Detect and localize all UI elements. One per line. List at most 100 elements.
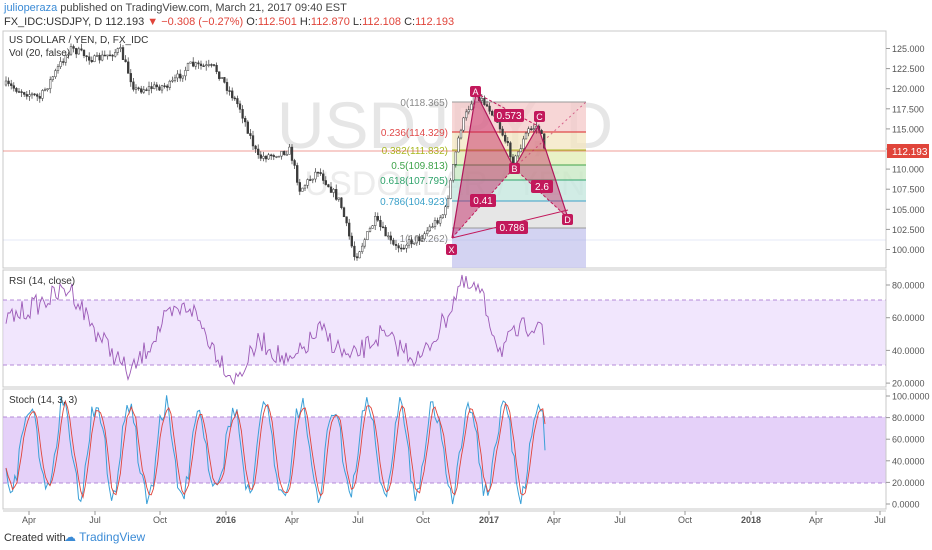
price-badge bbox=[887, 144, 929, 158]
fib-label-0236: 0.236(114.329) bbox=[381, 128, 448, 139]
rsi-indicator-label[interactable]: RSI (14, close) bbox=[9, 276, 75, 287]
candle-body bbox=[181, 75, 184, 79]
candle-body bbox=[101, 54, 104, 61]
candle-body bbox=[54, 70, 57, 78]
candle-body bbox=[449, 179, 452, 199]
candle-body bbox=[368, 228, 372, 232]
symbol-ohlc-line: FX_IDC:USDJPY, D 112.193 ▼ −0.308 (−0.27… bbox=[4, 16, 454, 29]
candle-body bbox=[519, 148, 522, 153]
point-c-badge bbox=[534, 111, 545, 122]
candle-body bbox=[426, 230, 429, 234]
candle-body bbox=[108, 54, 112, 57]
rsi-y-tick-label: 20.0000 bbox=[892, 379, 925, 389]
candle-body bbox=[251, 135, 255, 147]
candle-body bbox=[56, 66, 60, 71]
point-b-badge bbox=[509, 163, 520, 174]
candle-body bbox=[59, 61, 62, 67]
x-tick-label: Jul bbox=[874, 515, 886, 525]
candle-body bbox=[413, 242, 416, 245]
candle-body bbox=[470, 103, 473, 110]
candle-body bbox=[392, 239, 395, 245]
tradingview-brand[interactable]: ☁ TradingView bbox=[64, 530, 145, 544]
stoch-y-tick-label: 20.0000 bbox=[892, 478, 925, 488]
x-tick-label: Jul bbox=[352, 515, 364, 525]
candle-body bbox=[75, 48, 78, 55]
candle-body bbox=[186, 63, 190, 71]
fib-label-05: 0.5(109.813) bbox=[391, 161, 448, 172]
candle-body bbox=[303, 185, 307, 189]
candle-body bbox=[43, 89, 47, 91]
main-y-tick-label: 115.000 bbox=[892, 124, 924, 134]
point-d-label: D bbox=[564, 215, 571, 225]
main-y-tick-label: 100.000 bbox=[892, 245, 925, 255]
candle-body bbox=[176, 73, 179, 79]
candle-body bbox=[327, 184, 330, 188]
point-x-badge bbox=[446, 244, 457, 255]
candle-body bbox=[415, 236, 418, 244]
stoch-y-ticks: 100.0000 80.0000 60.0000 40.0000 20.0000 0.00… bbox=[886, 392, 930, 510]
candle-body bbox=[85, 55, 88, 58]
candle-body bbox=[387, 235, 390, 238]
candle-body bbox=[420, 238, 424, 241]
candle-body bbox=[173, 77, 177, 81]
candle-body bbox=[207, 64, 210, 66]
last-price: 112.193 bbox=[105, 16, 145, 28]
candle-body bbox=[153, 84, 156, 89]
main-y-tick-label: 117.500 bbox=[892, 104, 924, 114]
volume-indicator-label[interactable]: Vol (20, false) bbox=[9, 48, 70, 59]
point-a-label: A bbox=[472, 87, 478, 97]
candle-body bbox=[171, 79, 174, 82]
candle-body bbox=[121, 47, 125, 60]
candle-body bbox=[231, 90, 234, 99]
candle-body bbox=[467, 109, 470, 113]
x-axis-ticks[interactable]: Apr Jul Oct 2016 Apr Jul Oct 2017 Apr Jul Oct 2018 A… bbox=[22, 511, 886, 525]
candle-body bbox=[51, 76, 54, 81]
pattern-bcd-triangle bbox=[514, 126, 568, 218]
candle-body bbox=[389, 235, 392, 241]
stoch-y-tick-label: 0.0000 bbox=[892, 500, 920, 510]
candle-body bbox=[67, 53, 70, 56]
candle-body bbox=[111, 54, 114, 57]
stoch-indicator-label[interactable]: Stoch (14, 3, 3) bbox=[9, 395, 77, 406]
candle-body bbox=[20, 91, 23, 93]
candle-body bbox=[129, 73, 132, 83]
candle-body bbox=[80, 48, 83, 51]
main-y-axis[interactable]: 125.000122.500120.000117.500115.000112.5… bbox=[885, 31, 929, 268]
symbol-name[interactable]: FX_IDC:USDJPY, D bbox=[4, 16, 103, 28]
candle-body bbox=[441, 214, 444, 219]
candle-body bbox=[485, 104, 489, 107]
candle-body bbox=[504, 134, 507, 142]
candle-body bbox=[12, 85, 15, 89]
candle-body bbox=[82, 49, 86, 57]
x-tick-label: Jul bbox=[89, 515, 101, 525]
author-link[interactable]: julioperaza bbox=[4, 2, 58, 14]
harmonic-pattern[interactable]: A X B C D 0.573 0.41 2.6 0.786 bbox=[446, 86, 587, 255]
ratio-xd-badge bbox=[496, 221, 528, 234]
candle-body bbox=[225, 82, 229, 91]
x-tick-label: Apr bbox=[547, 515, 561, 525]
candle-body bbox=[309, 179, 312, 181]
candle-body bbox=[95, 54, 99, 57]
candle-body bbox=[4, 80, 8, 86]
close-label: C: bbox=[404, 16, 416, 28]
pattern-xab-triangle bbox=[452, 93, 514, 238]
candle-body bbox=[506, 141, 509, 144]
point-d-badge bbox=[562, 214, 573, 225]
candle-body bbox=[290, 146, 294, 161]
candle-body bbox=[353, 245, 356, 257]
x-tick-label: Apr bbox=[285, 515, 299, 525]
chart-area[interactable]: USDJPY, D USDOLLAR / YEN 0(118.365) 0.23… bbox=[0, 30, 932, 528]
candle-body bbox=[25, 94, 28, 97]
candle-body bbox=[316, 171, 320, 174]
candle-body bbox=[17, 91, 21, 93]
candle-body bbox=[319, 172, 322, 175]
candle-body bbox=[212, 64, 216, 66]
candle-body bbox=[46, 88, 49, 90]
price-badge-value: 112.193 bbox=[892, 147, 928, 158]
candle-body bbox=[189, 61, 192, 64]
candle-body bbox=[514, 155, 517, 164]
main-y-tick-label: 107.500 bbox=[892, 185, 925, 195]
candle-body bbox=[363, 239, 366, 247]
fib-label-0382: 0.382(111.832) bbox=[382, 146, 448, 157]
tradingview-brand-label: TradingView bbox=[79, 530, 146, 544]
